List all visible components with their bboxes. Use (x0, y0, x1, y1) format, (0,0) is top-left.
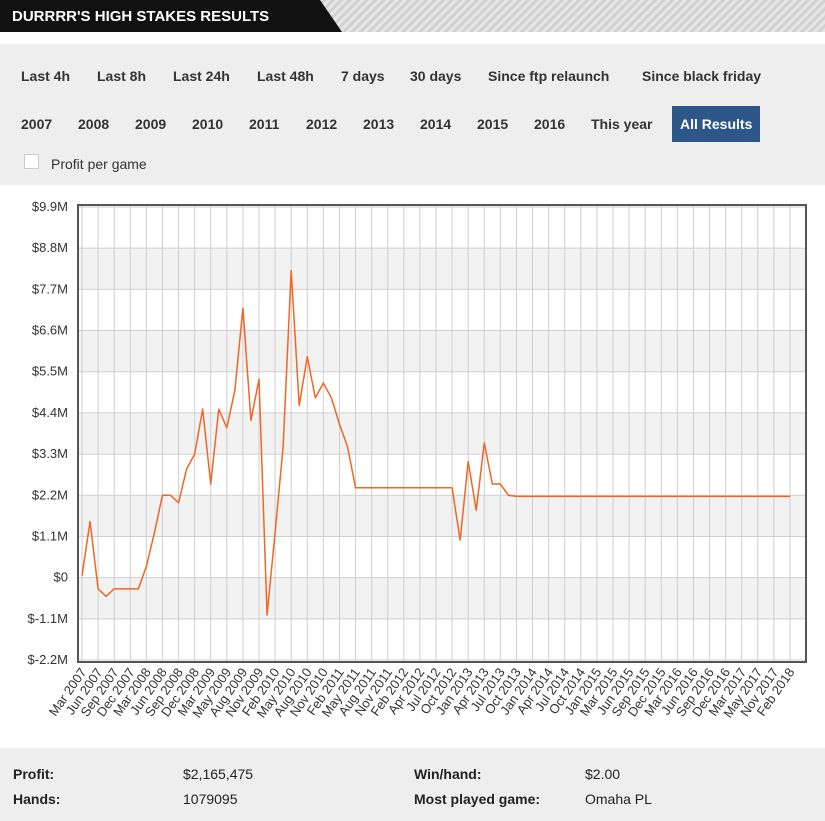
chart: $-2.2M $-1.1M $0 $1.1M $2.2M $3.3M $4.4M $5.5M $… (28, 199, 807, 720)
year-button-active[interactable]: All Results (672, 106, 761, 142)
y-tick-label: $7.7M (32, 281, 68, 296)
stat-label: Win/hand: (414, 766, 482, 782)
y-tick-label: $-2.2M (28, 652, 68, 667)
y-tick-label: $-1.1M (28, 611, 68, 626)
year-button[interactable]: 2010 (192, 116, 224, 132)
year-button[interactable]: 2013 (363, 116, 395, 132)
year-button[interactable]: 2012 (306, 116, 338, 132)
y-tick-label: $5.5M (32, 364, 68, 379)
year-button[interactable]: 2007 (21, 116, 53, 132)
filter-button[interactable]: Last 4h (21, 68, 71, 84)
grid-band (78, 495, 806, 537)
y-tick-label: $3.3M (32, 446, 68, 461)
stat-label: Hands: (13, 791, 61, 807)
year-button[interactable]: 2008 (78, 116, 110, 132)
plot-frame (77, 204, 807, 663)
year-button[interactable]: This year (591, 116, 653, 132)
y-tick-label: $8.8M (32, 240, 68, 255)
year-button[interactable]: 2009 (135, 116, 167, 132)
filter-button[interactable]: Since black friday (642, 68, 762, 84)
stat-value: $2,165,475 (183, 766, 254, 782)
grid-band (78, 412, 806, 455)
year-button[interactable]: 2014 (420, 116, 452, 132)
filter-button[interactable]: Last 8h (97, 68, 147, 84)
header-bar: DURRRR'S HIGH STAKES RESULTS (0, 0, 825, 32)
stat-label: Profit: (13, 766, 55, 782)
checkbox[interactable] (24, 154, 39, 169)
grid-band (78, 248, 806, 290)
y-tick-label: $9.9M (32, 199, 68, 214)
y-tick-label: $2.2M (32, 487, 68, 502)
stat-label: Most played game: (414, 791, 541, 807)
y-tick-label: $0 (54, 570, 68, 585)
stats-panel: Profit: $2,165,475 Win/hand: $2.00 Hands… (0, 748, 825, 821)
year-button[interactable]: 2011 (249, 116, 280, 132)
filter-button[interactable]: Last 48h (257, 68, 314, 84)
filter-button[interactable]: 7 days (341, 68, 385, 84)
grid-band (78, 577, 806, 619)
stat-value: $2.00 (585, 766, 621, 782)
y-tick-label: $6.6M (32, 323, 68, 338)
profit-line (81, 269, 790, 616)
year-button[interactable]: 2015 (477, 116, 509, 132)
stat-value: 1079095 (183, 791, 238, 807)
filter-panel: Last 4h Last 8h Last 24h Last 48h 7 days… (0, 44, 825, 185)
grid-band (78, 330, 806, 372)
y-tick-label: $1.1M (32, 528, 68, 543)
year-button[interactable]: 2016 (534, 116, 566, 132)
checkbox-label[interactable]: Profit per game (51, 156, 147, 172)
filter-button[interactable]: Last 24h (173, 68, 230, 84)
header-title: DURRRR'S HIGH STAKES RESULTS (12, 8, 269, 25)
filter-button[interactable]: 30 days (410, 68, 462, 84)
filter-button[interactable]: Since ftp relaunch (488, 68, 610, 84)
y-tick-label: $4.4M (32, 405, 68, 420)
stat-value: Omaha PL (585, 791, 652, 807)
